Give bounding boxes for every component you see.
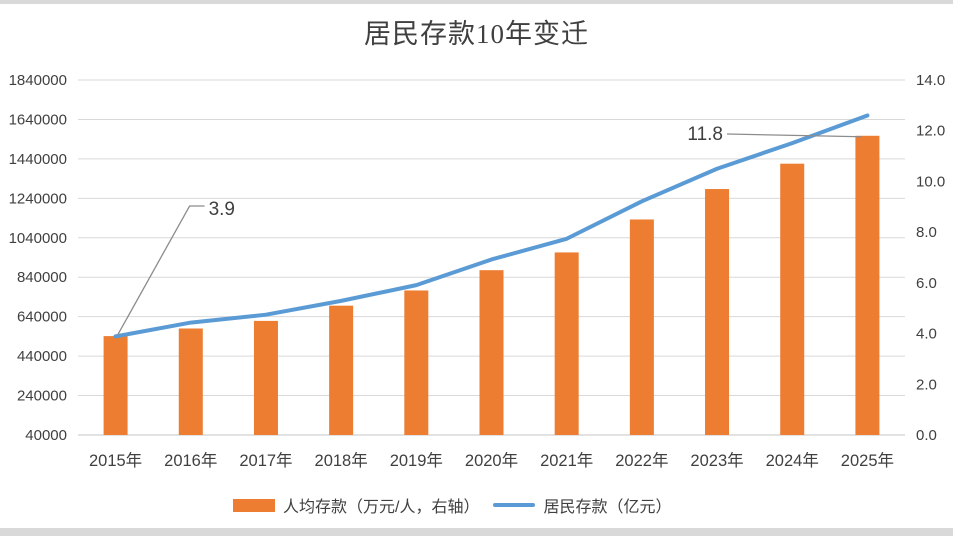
x-axis-label: 2019年 [390, 451, 443, 470]
x-axis-label: 2022年 [615, 451, 668, 470]
legend-label-resident: 居民存款（亿元） [543, 499, 672, 516]
y-axis-label-left: 1240000 [9, 190, 67, 207]
bar-2020年 [479, 270, 504, 435]
y-axis-label-right: 14.0 [916, 72, 945, 89]
bar-2021年 [554, 252, 579, 435]
top-edge-strip [0, 0, 953, 4]
y-axis-label-right: 12.0 [916, 123, 945, 140]
y-axis-label-right: 6.0 [916, 275, 937, 292]
y-axis-label-left: 1640000 [9, 111, 67, 128]
resident-deposits-line [113, 113, 870, 339]
bottom-edge-strip [0, 528, 953, 536]
x-axis-label: 2017年 [239, 451, 292, 470]
bar-2017年 [253, 320, 278, 435]
y-axis-label-right: 8.0 [916, 224, 937, 241]
y-axis-label-left: 840000 [17, 269, 67, 286]
y-axis-label-left: 640000 [17, 309, 67, 326]
bar-2023年 [705, 189, 730, 435]
y-axis-label-left: 1840000 [9, 72, 67, 89]
x-axis-label: 2015年 [89, 451, 142, 470]
y-axis-label-left: 240000 [17, 388, 67, 405]
x-axis-label: 2016年 [164, 451, 217, 470]
x-axis-label: 2024年 [766, 451, 819, 470]
chart-title: 居民存款10年变迁 [364, 19, 589, 49]
annotation-leader-line [117, 205, 205, 336]
y-axis-label-left: 1040000 [9, 230, 67, 247]
x-axis-label: 2021年 [540, 451, 593, 470]
bar-2022年 [629, 219, 654, 435]
y-axis-label-right: 0.0 [916, 427, 937, 444]
bar-series-swatch-icon [233, 498, 275, 512]
x-axis-label: 2023年 [690, 451, 743, 470]
y-axis-label-left: 1440000 [9, 151, 67, 168]
y-axis-label-right: 4.0 [916, 326, 937, 343]
x-axis-label: 2020年 [465, 451, 518, 470]
bar-2019年 [404, 290, 429, 435]
x-axis-label: 2018年 [315, 451, 368, 470]
annotation-label: 3.9 [209, 199, 235, 220]
chart-legend: 人均存款（万元/人，右轴） 居民存款（亿元） [233, 493, 671, 517]
bar-2015年 [103, 336, 128, 435]
annotation-label: 11.8 [687, 124, 723, 145]
bar-2018年 [329, 305, 354, 435]
y-axis-label-left: 40000 [25, 427, 67, 444]
bar-2016年 [178, 328, 203, 435]
bar-2025年 [855, 135, 880, 436]
y-axis-label-left: 440000 [17, 348, 67, 365]
y-axis-label-right: 2.0 [916, 376, 937, 393]
annotation-leader-line [726, 133, 862, 138]
y-axis-label-right: 10.0 [916, 173, 945, 190]
line-series-swatch-icon [493, 503, 536, 507]
legend-item-per-capita-deposits: 人均存款（万元/人，右轴） [233, 493, 479, 517]
x-axis-label: 2025年 [841, 451, 894, 470]
legend-label-per-capita: 人均存款（万元/人，右轴） [283, 499, 480, 516]
legend-item-resident-deposits: 居民存款（亿元） [493, 493, 671, 517]
bar-2024年 [780, 163, 805, 435]
